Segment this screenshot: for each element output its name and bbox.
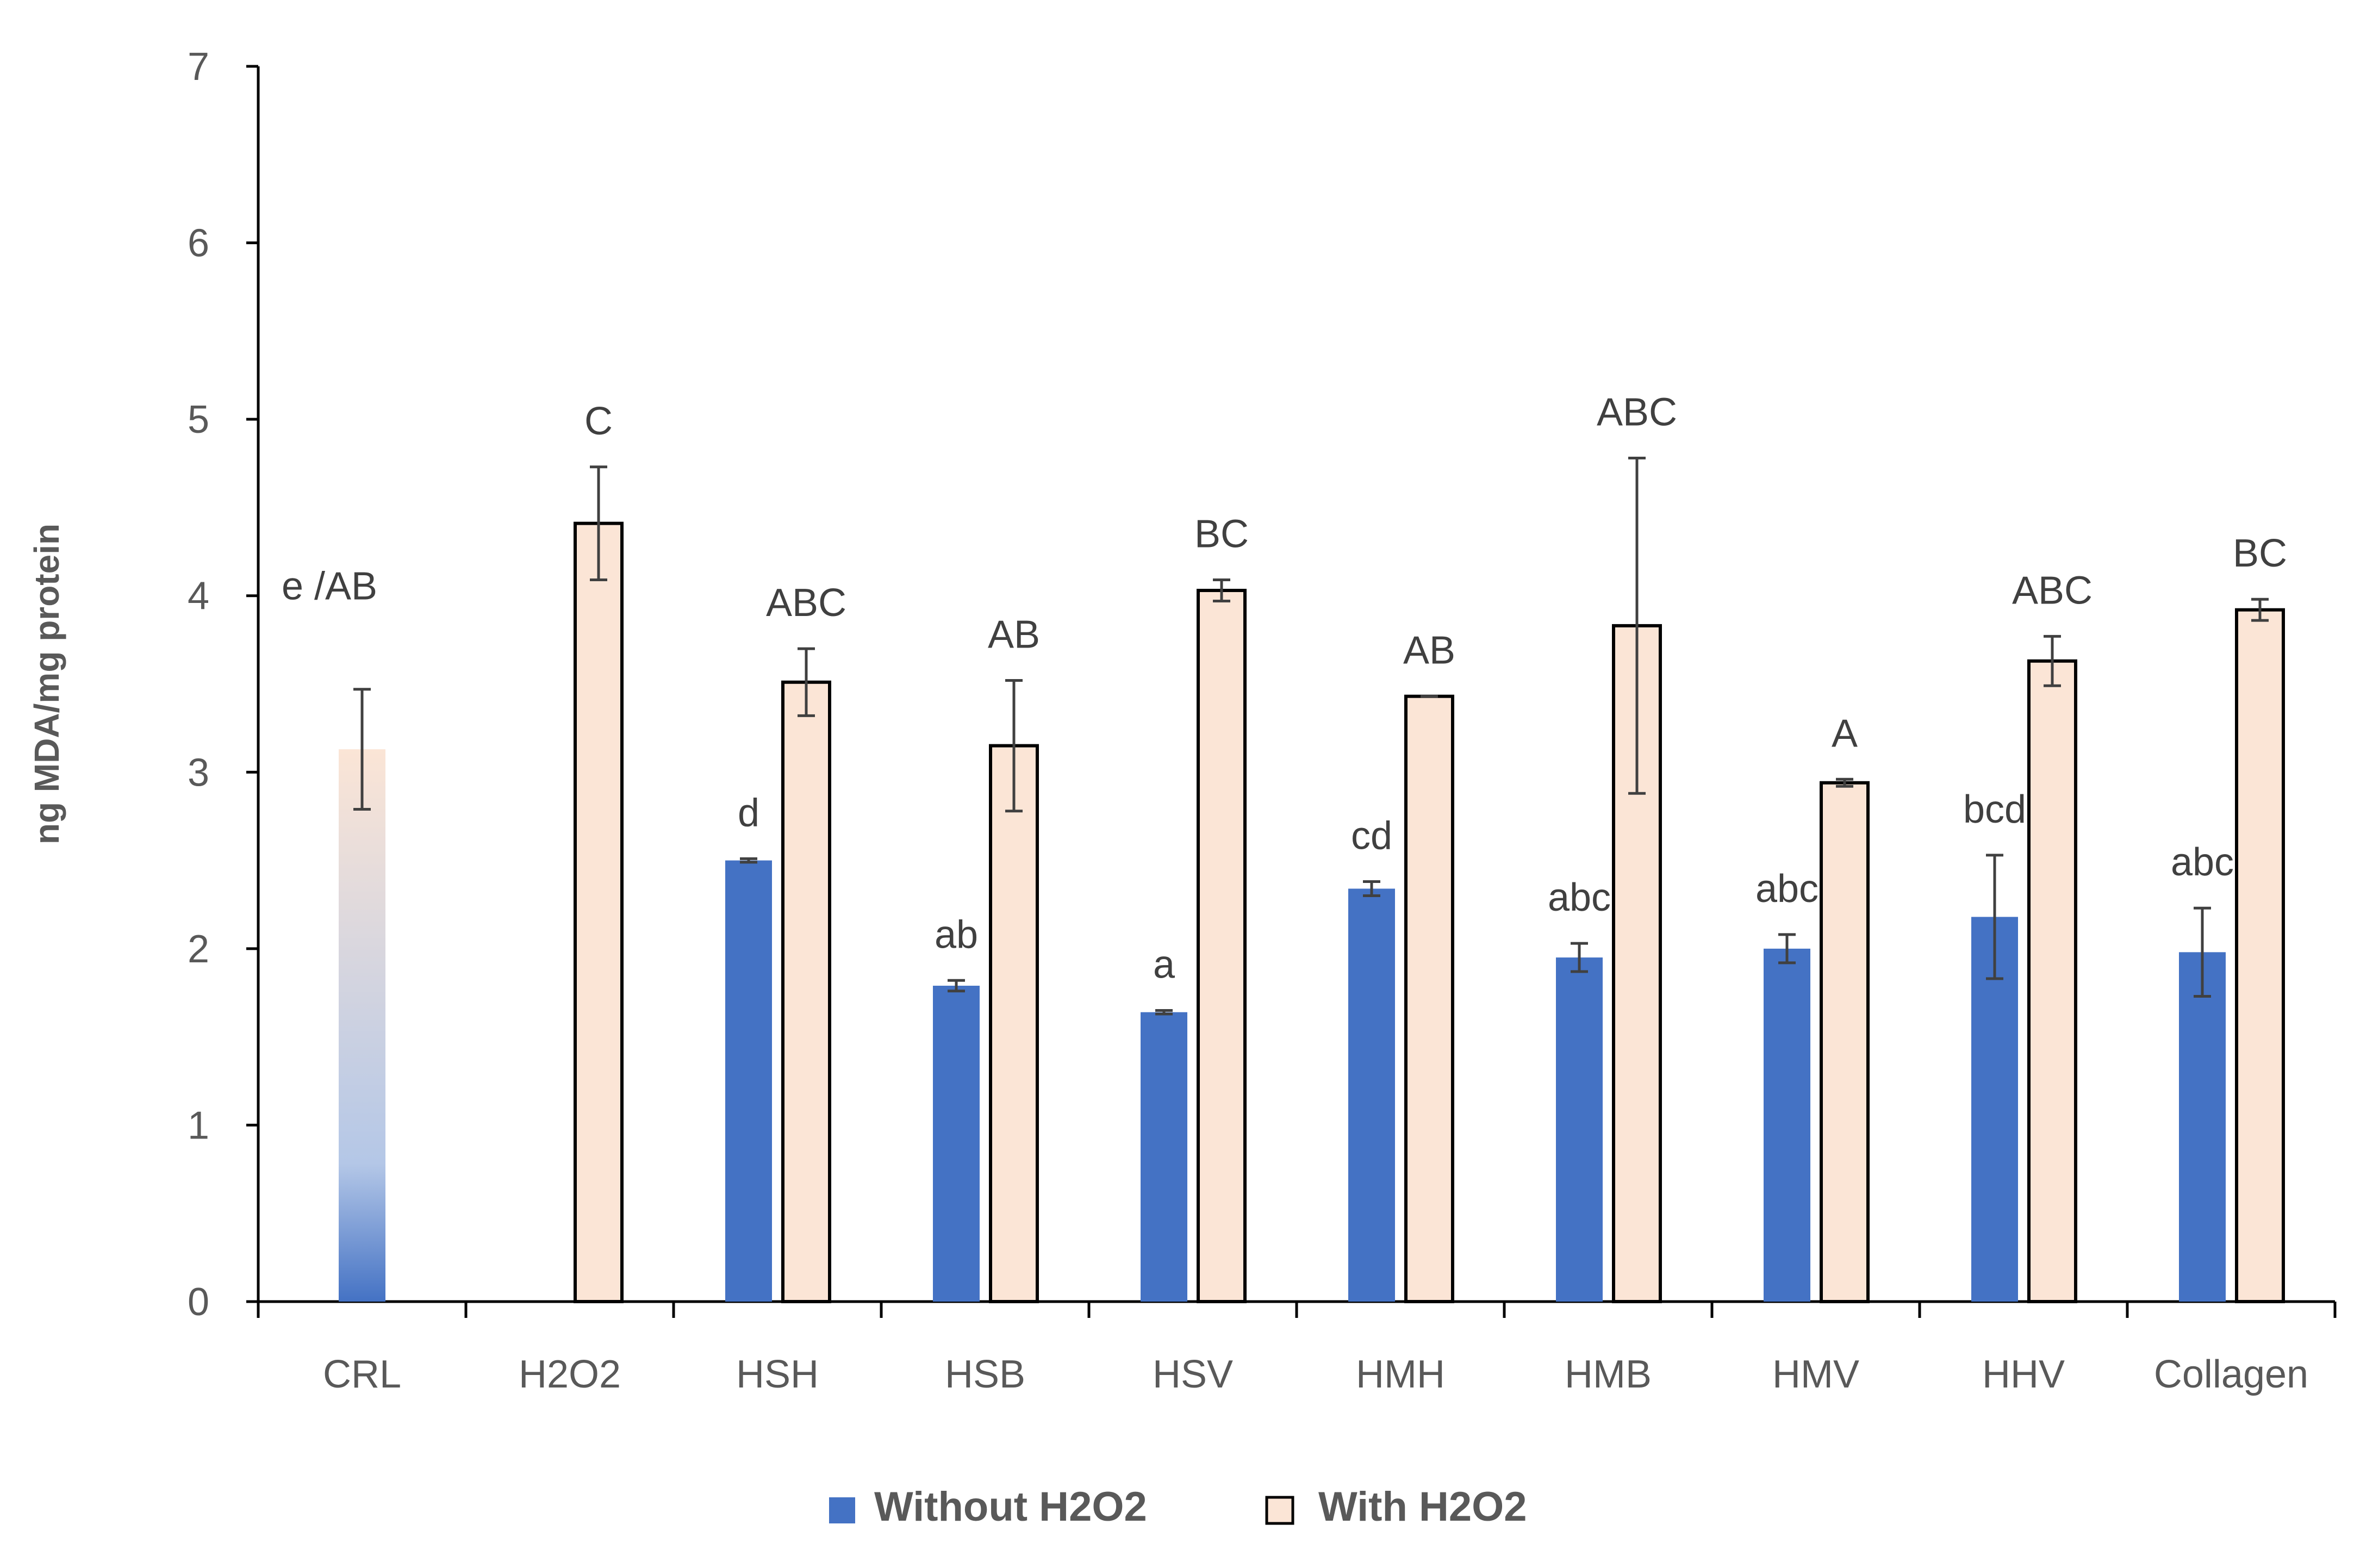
- bar-without-h2o2-collagen: [2179, 952, 2226, 1302]
- x-tick-label-crl: CRL: [323, 1353, 401, 1396]
- x-tick-label-hmb: HMB: [1565, 1353, 1652, 1396]
- error-bar-crl-control: [353, 688, 371, 811]
- label-with-h2o2-hhv: ABC: [2012, 569, 2093, 612]
- legend-swatch-without-h2o2: [829, 1497, 855, 1523]
- y-axis: 0 1 2 3 4 5 6 7: [188, 45, 260, 1324]
- legend-swatch-with-h2o2: [1265, 1496, 1294, 1525]
- label-with-h2o2-hsv: BC: [1194, 513, 1249, 556]
- label-without-h2o2-collagen: abc: [2171, 841, 2234, 884]
- bar-with-h2o2-hmb: [1612, 624, 1662, 1303]
- y-axis-label: ng MDA/mg protein: [27, 524, 66, 844]
- error-bar-with-h2o2-h2o2: [590, 465, 607, 582]
- bar-crl-control: [339, 749, 385, 1302]
- error-bar-without-h2o2-hmb: [1571, 942, 1588, 973]
- error-bar-without-h2o2-hsb: [948, 979, 965, 993]
- label-with-h2o2-hmv: A: [1832, 712, 1858, 755]
- error-bar-with-h2o2-hhv: [2044, 634, 2061, 687]
- label-with-h2o2-hmb: ABC: [1597, 391, 1677, 434]
- error-bar-with-h2o2-hsh: [798, 647, 815, 717]
- label-without-h2o2-hmb: abc: [1548, 876, 1611, 919]
- y-tick-label-7: 7: [188, 45, 209, 89]
- x-tick-label-hmh: HMH: [1356, 1353, 1445, 1396]
- error-bar-without-h2o2-hsv: [1155, 1009, 1173, 1016]
- x-tick-label-hsh: HSH: [736, 1353, 819, 1396]
- bar-with-h2o2-hhv: [2027, 659, 2077, 1303]
- error-bar-without-h2o2-hsh: [740, 857, 757, 864]
- bar-without-h2o2-hhv: [1971, 917, 2018, 1302]
- bar-without-h2o2-hsv: [1141, 1012, 1187, 1302]
- bar-with-h2o2-h2o2: [574, 521, 624, 1303]
- label-without-h2o2-hhv: bcd: [1963, 788, 2026, 831]
- legend-label-with-h2o2: With H2O2: [1318, 1484, 1527, 1530]
- x-axis: CRL H2O2 HSH HSB HSV HMH HMB HMV HHV Collagen: [257, 1300, 2337, 1396]
- y-tick-label-4: 4: [188, 575, 209, 618]
- legend-label-without-h2o2: Without H2O2: [874, 1484, 1147, 1530]
- label-with-h2o2-hsb: AB: [988, 613, 1040, 657]
- error-bar-with-h2o2-hsb: [1005, 679, 1023, 813]
- bar-with-h2o2-hsh: [781, 680, 831, 1303]
- error-bar-with-h2o2-hmv: [1836, 777, 1853, 788]
- label-without-h2o2-hsb: ab: [935, 913, 978, 956]
- x-tick-label-hmv: HMV: [1772, 1353, 1859, 1396]
- label-without-h2o2-hmv: abc: [1755, 867, 1819, 911]
- error-bar-without-h2o2-hhv: [1986, 854, 2003, 980]
- label-without-h2o2-hsh: d: [738, 791, 759, 835]
- label-with-h2o2-collagen: BC: [2233, 532, 2287, 575]
- bar-without-h2o2-hmv: [1764, 948, 1810, 1302]
- x-tick-label-hhv: HHV: [1982, 1353, 2065, 1396]
- label-crl-control: e /AB: [282, 565, 377, 608]
- label-without-h2o2-hsv: a: [1153, 943, 1175, 986]
- bar-with-h2o2-hsv: [1197, 588, 1247, 1303]
- y-tick-label-1: 1: [188, 1104, 209, 1147]
- x-tick-label-hsb: HSB: [945, 1353, 1025, 1396]
- y-tick-label-2: 2: [188, 928, 209, 971]
- y-tick-label-3: 3: [188, 751, 209, 794]
- label-without-h2o2-hmh: cd: [1351, 814, 1392, 858]
- bar-without-h2o2-hsh: [725, 860, 772, 1302]
- bar-with-h2o2-hmv: [1820, 781, 1870, 1303]
- bar-with-h2o2-hsb: [989, 744, 1039, 1303]
- y-tick-label-6: 6: [188, 222, 209, 265]
- x-tick-label-collagen: Collagen: [2154, 1353, 2308, 1396]
- error-bar-without-h2o2-collagen: [2194, 906, 2211, 998]
- bar-with-h2o2-hmh: [1404, 694, 1454, 1303]
- error-bar-without-h2o2-hmv: [1778, 933, 1796, 965]
- label-with-h2o2-hmh: AB: [1403, 629, 1455, 673]
- error-bar-without-h2o2-hmh: [1363, 880, 1380, 897]
- error-bar-with-h2o2-hmb: [1628, 457, 1646, 795]
- bars: [339, 457, 2285, 1303]
- bar-without-h2o2-hsb: [933, 986, 980, 1302]
- legend: Without H2O2 With H2O2: [829, 1484, 1527, 1530]
- label-with-h2o2-h2o2: C: [584, 400, 613, 443]
- x-tick-label-h2o2: H2O2: [519, 1353, 621, 1396]
- y-tick-label-5: 5: [188, 398, 209, 441]
- bar-without-h2o2-hmb: [1556, 957, 1603, 1302]
- error-bar-with-h2o2-hsv: [1213, 578, 1230, 602]
- error-bar-with-h2o2-collagen: [2251, 598, 2269, 622]
- bar-with-h2o2-collagen: [2235, 608, 2285, 1303]
- y-tick-label-0: 0: [188, 1280, 209, 1324]
- x-tick-label-hsv: HSV: [1153, 1353, 1233, 1396]
- bar-without-h2o2-hmh: [1348, 888, 1395, 1302]
- label-with-h2o2-hsh: ABC: [766, 581, 846, 625]
